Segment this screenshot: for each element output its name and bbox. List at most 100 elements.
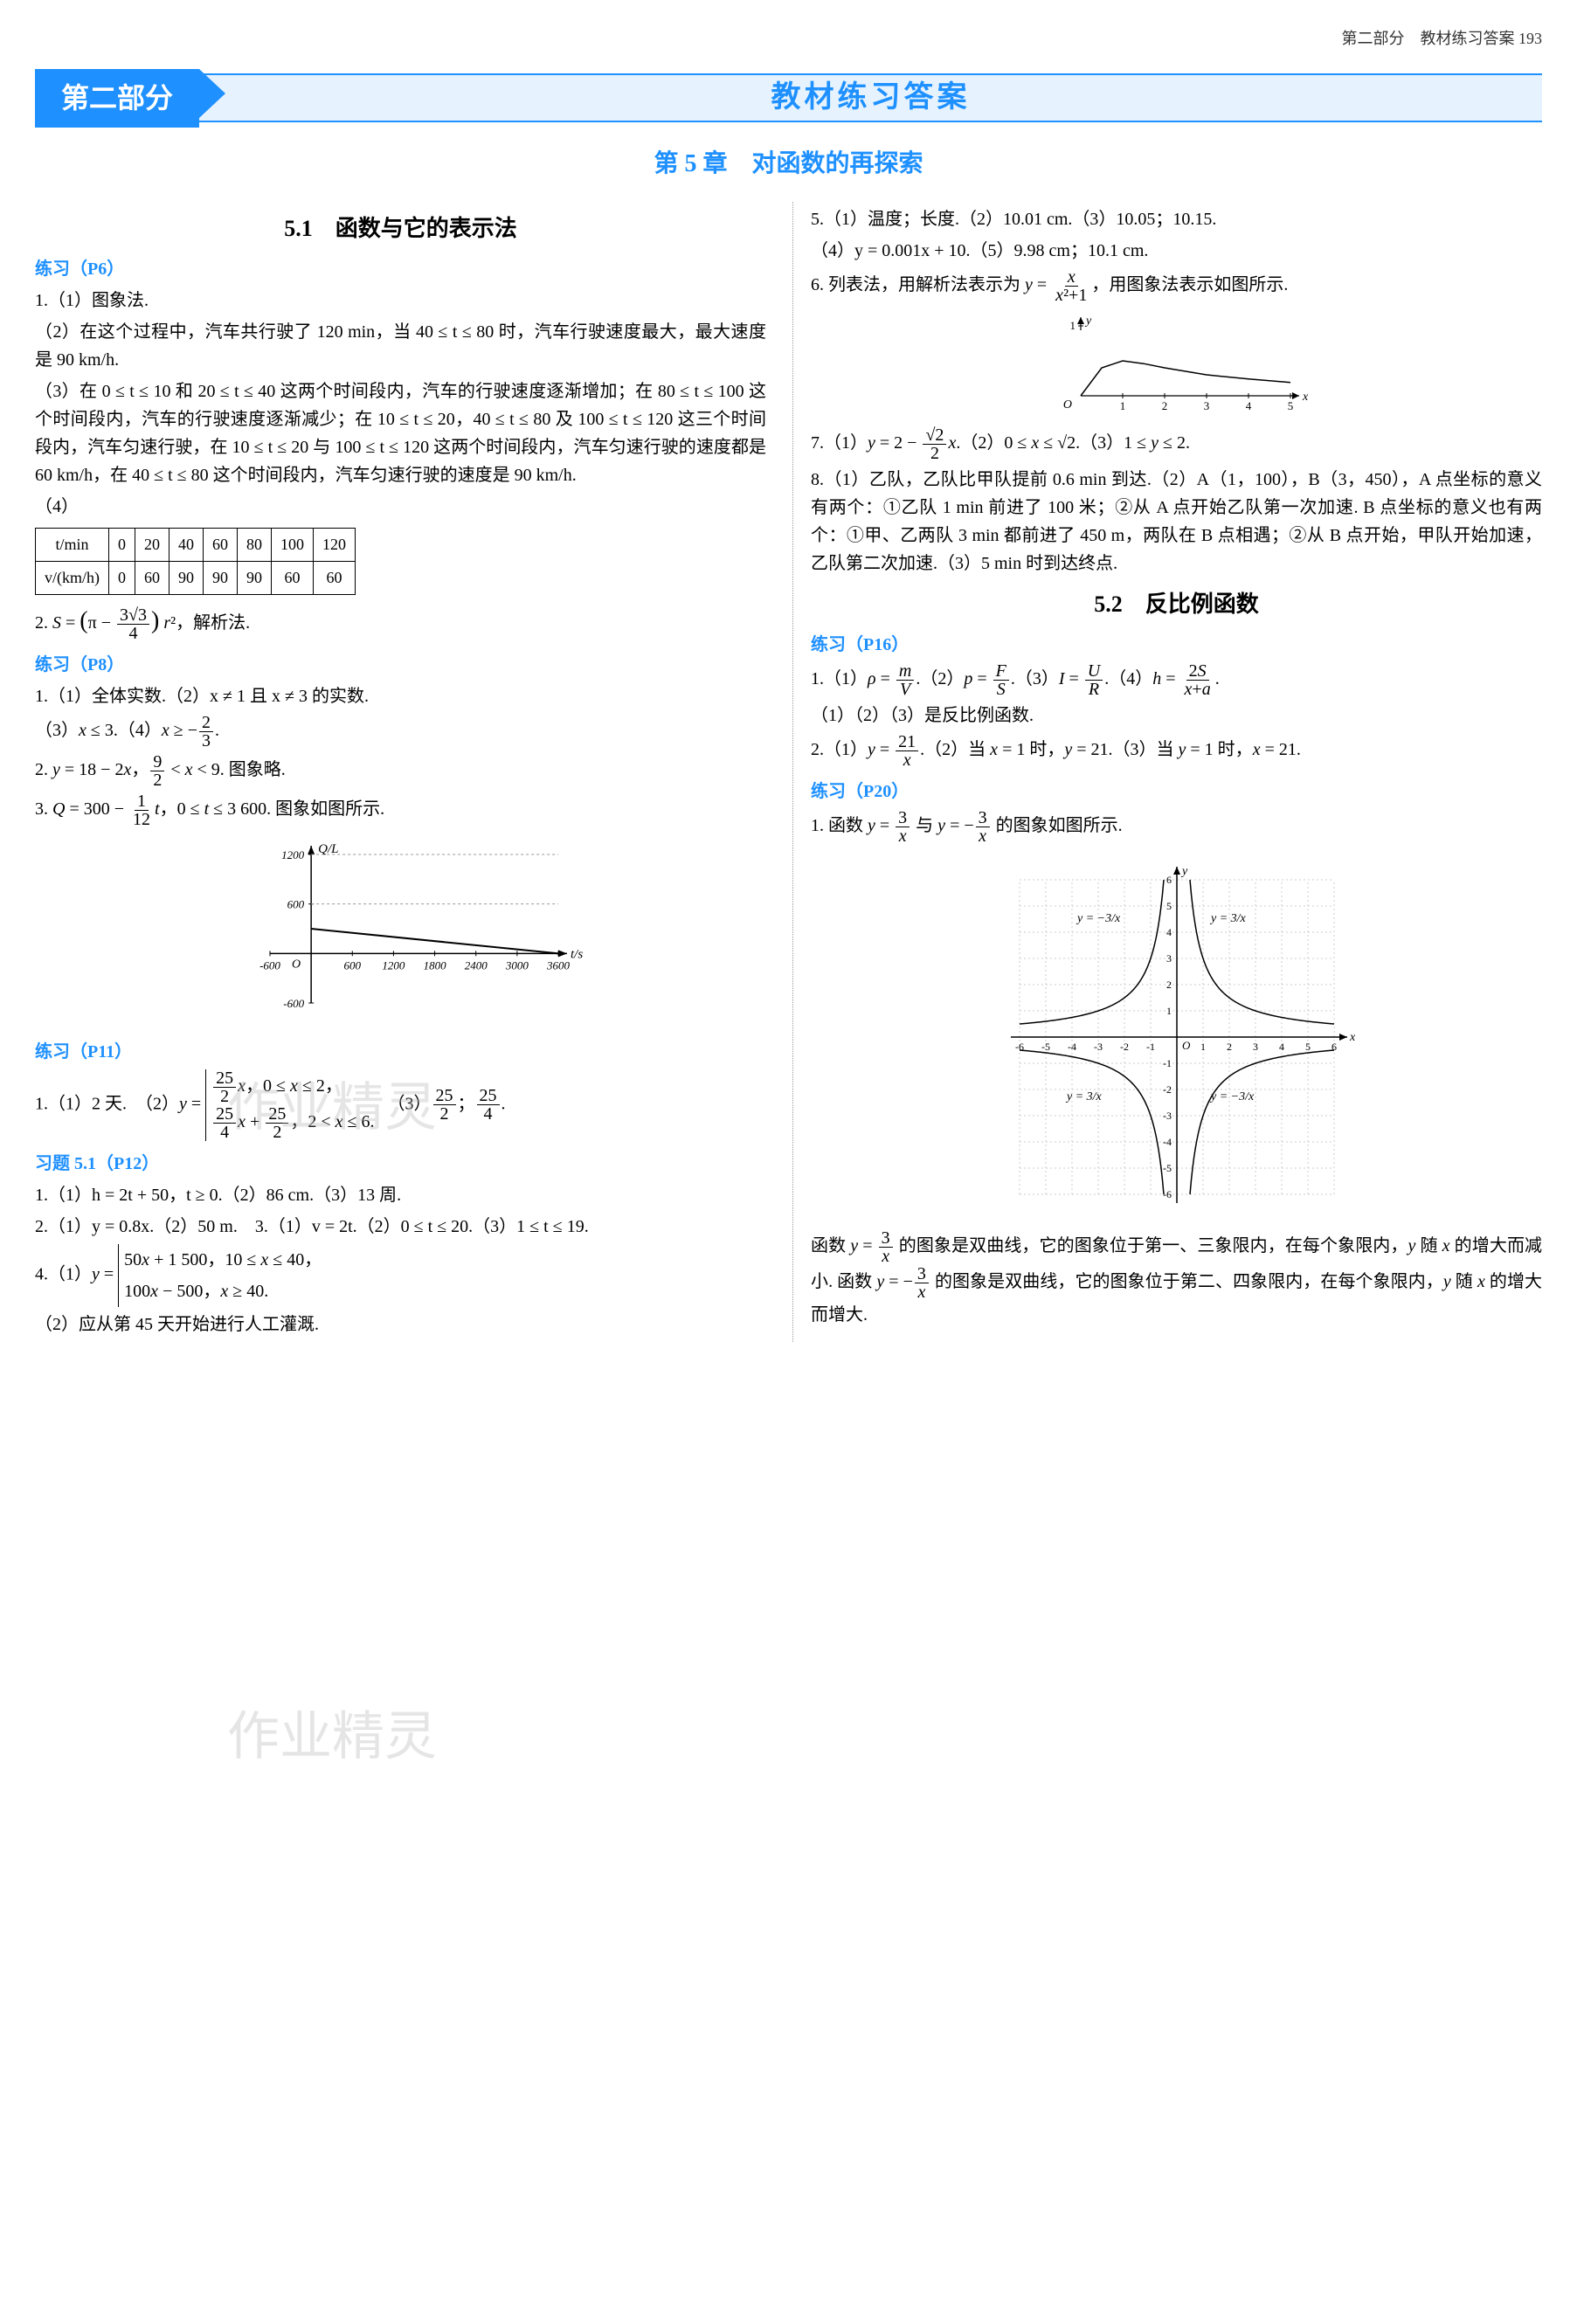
p20-1: 1. 函数 y = 3x 与 y = −3x 的图象如图所示. [811, 809, 1542, 845]
practice-p8: 练习（P8） [35, 651, 766, 679]
svg-text:-3: -3 [1163, 1110, 1172, 1122]
svg-text:6: 6 [1166, 874, 1172, 886]
svg-text:1: 1 [1166, 1005, 1172, 1017]
p8-3: 3. Q = 300 − 112t，0 ≤ t ≤ 3 600. 图象如图所示. [35, 792, 766, 828]
exercise-5-1: 习题 5.1（P12） [35, 1150, 766, 1178]
table-row: t/min020406080100120 [36, 529, 356, 562]
svg-text:2: 2 [1166, 979, 1172, 991]
svg-text:1800: 1800 [423, 958, 446, 972]
svg-text:-6: -6 [1163, 1188, 1172, 1200]
p6-1-4-label: （4） [35, 493, 766, 521]
svg-text:Q/L: Q/L [318, 842, 338, 856]
banner-title: 教材练习答案 [771, 74, 971, 121]
svg-text:-4: -4 [1068, 1041, 1076, 1053]
p12-2-3: 2.（1）y = 0.8x.（2）50 m. 3.（1）v = 2t.（2）0 … [35, 1213, 766, 1241]
svg-text:600: 600 [343, 958, 361, 972]
p12-4b: （2）应从第 45 天开始进行人工灌溉. [35, 1311, 766, 1338]
svg-text:1: 1 [1069, 319, 1076, 332]
svg-text:4: 4 [1279, 1041, 1284, 1053]
svg-text:y = −3/x: y = −3/x [1209, 1090, 1255, 1103]
r5b: （4）y = 0.001x + 10.（5）9.98 cm；10.1 cm. [811, 237, 1542, 265]
svg-text:x: x [1349, 1031, 1356, 1044]
practice-p20: 练习（P20） [811, 778, 1542, 806]
svg-text:3: 3 [1166, 952, 1172, 965]
svg-text:3600: 3600 [546, 958, 571, 972]
chapter-title: 第 5 章 对函数的再探索 [35, 145, 1542, 184]
svg-text:-600: -600 [283, 997, 304, 1010]
p16-1b: （1）（2）（3）是反比例函数. [811, 702, 1542, 730]
svg-text:-2: -2 [1163, 1083, 1172, 1096]
svg-text:5: 5 [1166, 900, 1172, 912]
p6-1-2: （2）在这个过程中，汽车共行驶了 120 min，当 40 ≤ t ≤ 80 时… [35, 318, 766, 374]
svg-text:3000: 3000 [504, 958, 529, 972]
svg-text:O: O [292, 958, 301, 971]
svg-text:2400: 2400 [464, 958, 488, 972]
p8-1: 1.（1）全体实数.（2）x ≠ 1 且 x ≠ 3 的实数. [35, 682, 766, 710]
r5: 5.（1）温度；长度.（2）10.01 cm.（3）10.05；10.15. [811, 205, 1542, 233]
r8: 8.（1）乙队，乙队比甲队提前 0.6 min 到达.（2）A（1，100），B… [811, 466, 1542, 578]
svg-text:t/s: t/s [571, 947, 583, 961]
p12-4: 4.（1）y = 50x + 1 500，10 ≤ x ≤ 40， 100x −… [35, 1244, 766, 1307]
speed-table: t/min020406080100120 v/(km/h)06090909060… [35, 528, 356, 595]
svg-text:y = −3/x: y = −3/x [1076, 912, 1121, 925]
p11-1: 1.（1）2 天. （2）y = 252x，0 ≤ x ≤ 2， 254x + … [35, 1069, 766, 1141]
svg-text:-5: -5 [1163, 1162, 1172, 1174]
practice-p11: 练习（P11） [35, 1038, 766, 1066]
svg-text:y: y [1180, 865, 1188, 878]
p8-2: 2. y = 18 − 2x，92 < x < 9. 图象略. [35, 753, 766, 789]
p16-2: 2.（1）y = 21x.（2）当 x = 1 时，y = 21.（3）当 y … [811, 733, 1542, 769]
practice-p16: 练习（P16） [811, 631, 1542, 659]
svg-text:3: 3 [1253, 1041, 1258, 1053]
p12-1: 1.（1）h = 2t + 50，t ≥ 0.（2）86 cm.（3）13 周. [35, 1181, 766, 1209]
svg-text:1200: 1200 [382, 958, 405, 972]
left-column: 5.1 函数与它的表示法 练习（P6） 1.（1）图象法. （2）在这个过程中，… [35, 202, 766, 1342]
svg-text:O: O [1182, 1039, 1191, 1052]
svg-text:1: 1 [1119, 399, 1125, 412]
p6-1-1: 1.（1）图象法. [35, 287, 766, 315]
p8-1b: （3）x ≤ 3.（4）x ≥ −23. [35, 714, 766, 750]
part-banner: 第二部分 教材练习答案 [35, 69, 1542, 128]
svg-text:2: 2 [1161, 399, 1167, 412]
chart-reciprocal: -6-5-4-3-2-1123456-6-5-4-3-2-1123456Oxyy… [993, 854, 1360, 1221]
svg-text:3: 3 [1203, 399, 1209, 412]
practice-p6: 练习（P6） [35, 255, 766, 283]
two-column-layout: 5.1 函数与它的表示法 练习（P6） 1.（1）图象法. （2）在这个过程中，… [35, 202, 1542, 1342]
svg-text:y: y [1084, 315, 1092, 328]
svg-text:-4: -4 [1163, 1136, 1172, 1148]
section-5-2-title: 5.2 反比例函数 [811, 586, 1542, 623]
svg-text:4: 4 [1245, 399, 1251, 412]
svg-text:1200: 1200 [281, 848, 305, 861]
svg-text:-600: -600 [259, 958, 280, 972]
table-row: v/(km/h)0609090906060 [36, 562, 356, 595]
svg-text:-2: -2 [1120, 1041, 1129, 1053]
banner-tag: 第二部分 [35, 69, 199, 128]
svg-text:y = 3/x: y = 3/x [1209, 912, 1247, 925]
p6-1-3: （3）在 0 ≤ t ≤ 10 和 20 ≤ t ≤ 40 这两个时间段内，汽车… [35, 377, 766, 489]
svg-text:-1: -1 [1163, 1057, 1172, 1069]
chart-y-vs-x-small: 1 2 3 4 5 1 Oy x [1046, 313, 1308, 418]
svg-text:4: 4 [1166, 926, 1172, 938]
section-5-1-title: 5.1 函数与它的表示法 [35, 211, 766, 247]
svg-text:5: 5 [1287, 399, 1293, 412]
p20-text: 函数 y = 3x 的图象是双曲线，它的图象位于第一、三象限内，在每个象限内，y… [811, 1229, 1542, 1329]
svg-text:1: 1 [1200, 1041, 1206, 1053]
page-header: 第二部分 教材练习答案 193 [35, 26, 1542, 52]
svg-text:O: O [1062, 398, 1071, 412]
svg-text:y = 3/x: y = 3/x [1065, 1090, 1103, 1103]
svg-text:600: 600 [287, 898, 304, 911]
page-number: 193 [1518, 30, 1542, 47]
chart-Q-vs-t: -600 600 1200 1800 2400 3000 3600 -600 600 1200 O Q… [209, 837, 593, 1029]
banner-bar: 教材练习答案 [199, 73, 1542, 122]
header-label: 第二部分 教材练习答案 [1342, 30, 1515, 47]
svg-text:2: 2 [1227, 1041, 1232, 1053]
p16-1: 1.（1）ρ = mV.（2）p = FS.（3）I = UR.（4）h = 2… [811, 662, 1542, 698]
right-column: 5.（1）温度；长度.（2）10.01 cm.（3）10.05；10.15. （… [792, 202, 1542, 1342]
svg-text:-3: -3 [1094, 1041, 1103, 1053]
r7: 7.（1）y = 2 − √22x.（2）0 ≤ x ≤ √2.（3）1 ≤ y… [811, 426, 1542, 462]
svg-text:-5: -5 [1041, 1041, 1050, 1053]
p6-2: 2. S = (π − 3√34) r²，解析法. [35, 602, 766, 642]
svg-text:5: 5 [1305, 1041, 1311, 1053]
r6: 6. 列表法，用解析法表示为 y = xx²+1，用图象法表示如图所示. [811, 268, 1542, 304]
svg-text:-1: -1 [1146, 1041, 1155, 1053]
svg-text:x: x [1302, 391, 1308, 404]
